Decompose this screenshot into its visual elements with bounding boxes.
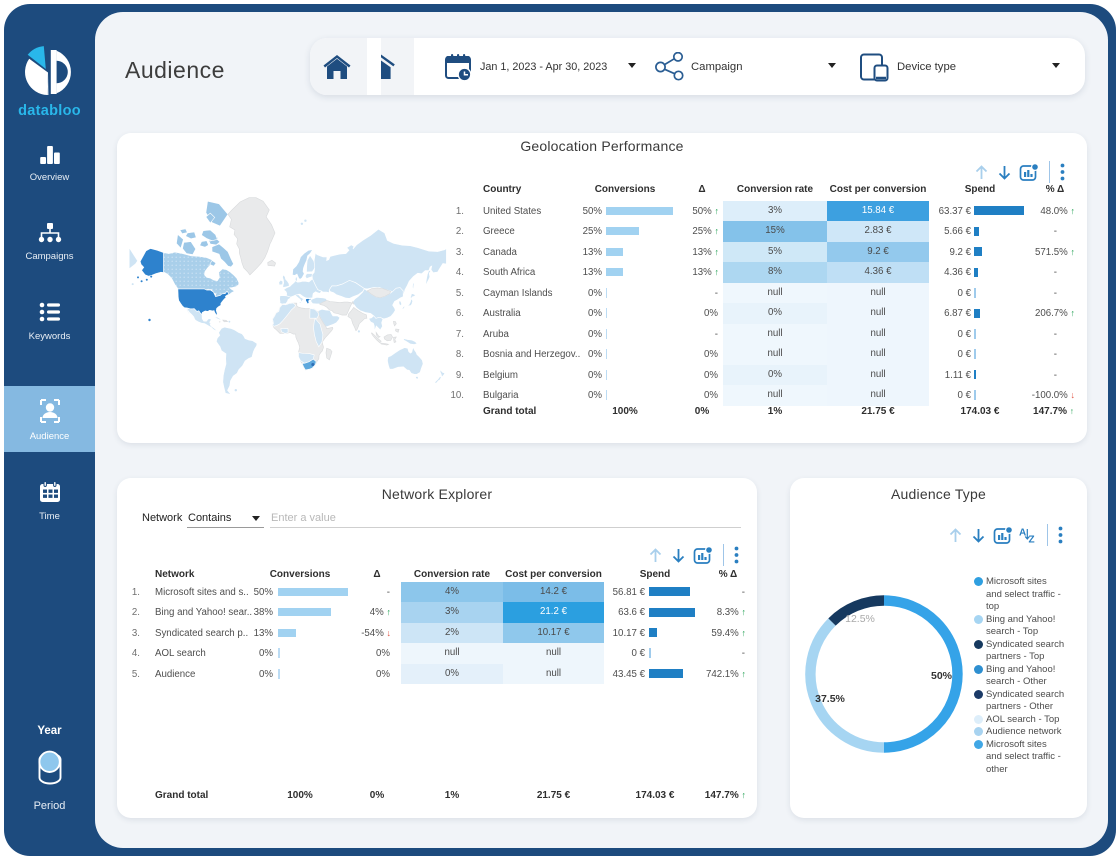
svg-text:A: A bbox=[1019, 528, 1026, 539]
svg-text:Z: Z bbox=[1029, 535, 1035, 545]
